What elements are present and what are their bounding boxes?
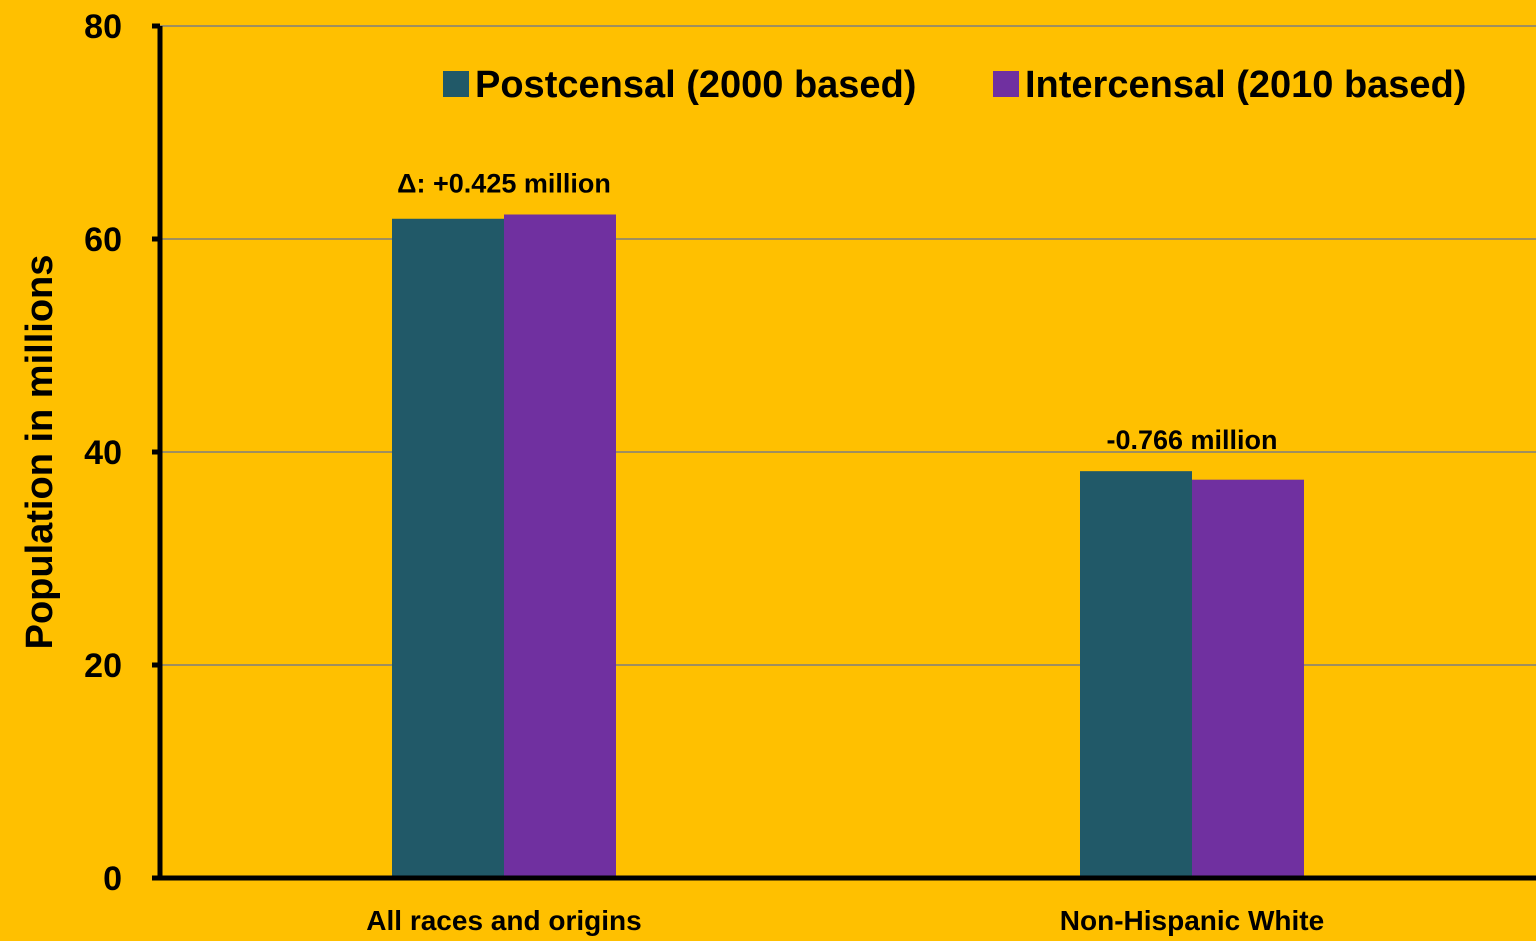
y-ticks: 0 20 40 60 80 — [84, 8, 160, 898]
bar-intercensal-0 — [504, 214, 616, 878]
legend-label: Intercensal (2010 based) — [1025, 64, 1466, 106]
bar-postcensal-1 — [1080, 471, 1192, 878]
bar-postcensal-0 — [392, 218, 504, 878]
y-axis-label: Population in millions — [19, 255, 61, 650]
y-tick-label: 60 — [84, 221, 122, 259]
y-tick-label: 40 — [84, 434, 122, 472]
x-tick-label: All races and origins — [366, 905, 641, 936]
annotations: Δ: +0.425 million -0.766 million — [397, 169, 1277, 456]
gridlines — [160, 25, 1536, 666]
delta-annotation: -0.766 million — [1106, 425, 1277, 455]
legend-swatch — [993, 71, 1019, 97]
delta-annotation: Δ: +0.425 million — [397, 169, 611, 199]
legend: Postcensal (2000 based) Intercensal (2010… — [443, 64, 1466, 106]
y-tick-label: 20 — [84, 647, 122, 685]
x-tick-label: Non-Hispanic White — [1060, 905, 1324, 936]
y-tick-label: 80 — [84, 8, 122, 46]
bars — [392, 214, 1304, 878]
x-tick-labels: All races and origins Non-Hispanic White — [366, 905, 1324, 936]
legend-swatch — [443, 71, 469, 97]
legend-label: Postcensal (2000 based) — [475, 64, 916, 106]
bar-intercensal-1 — [1192, 479, 1304, 878]
y-tick-label: 0 — [103, 860, 122, 898]
